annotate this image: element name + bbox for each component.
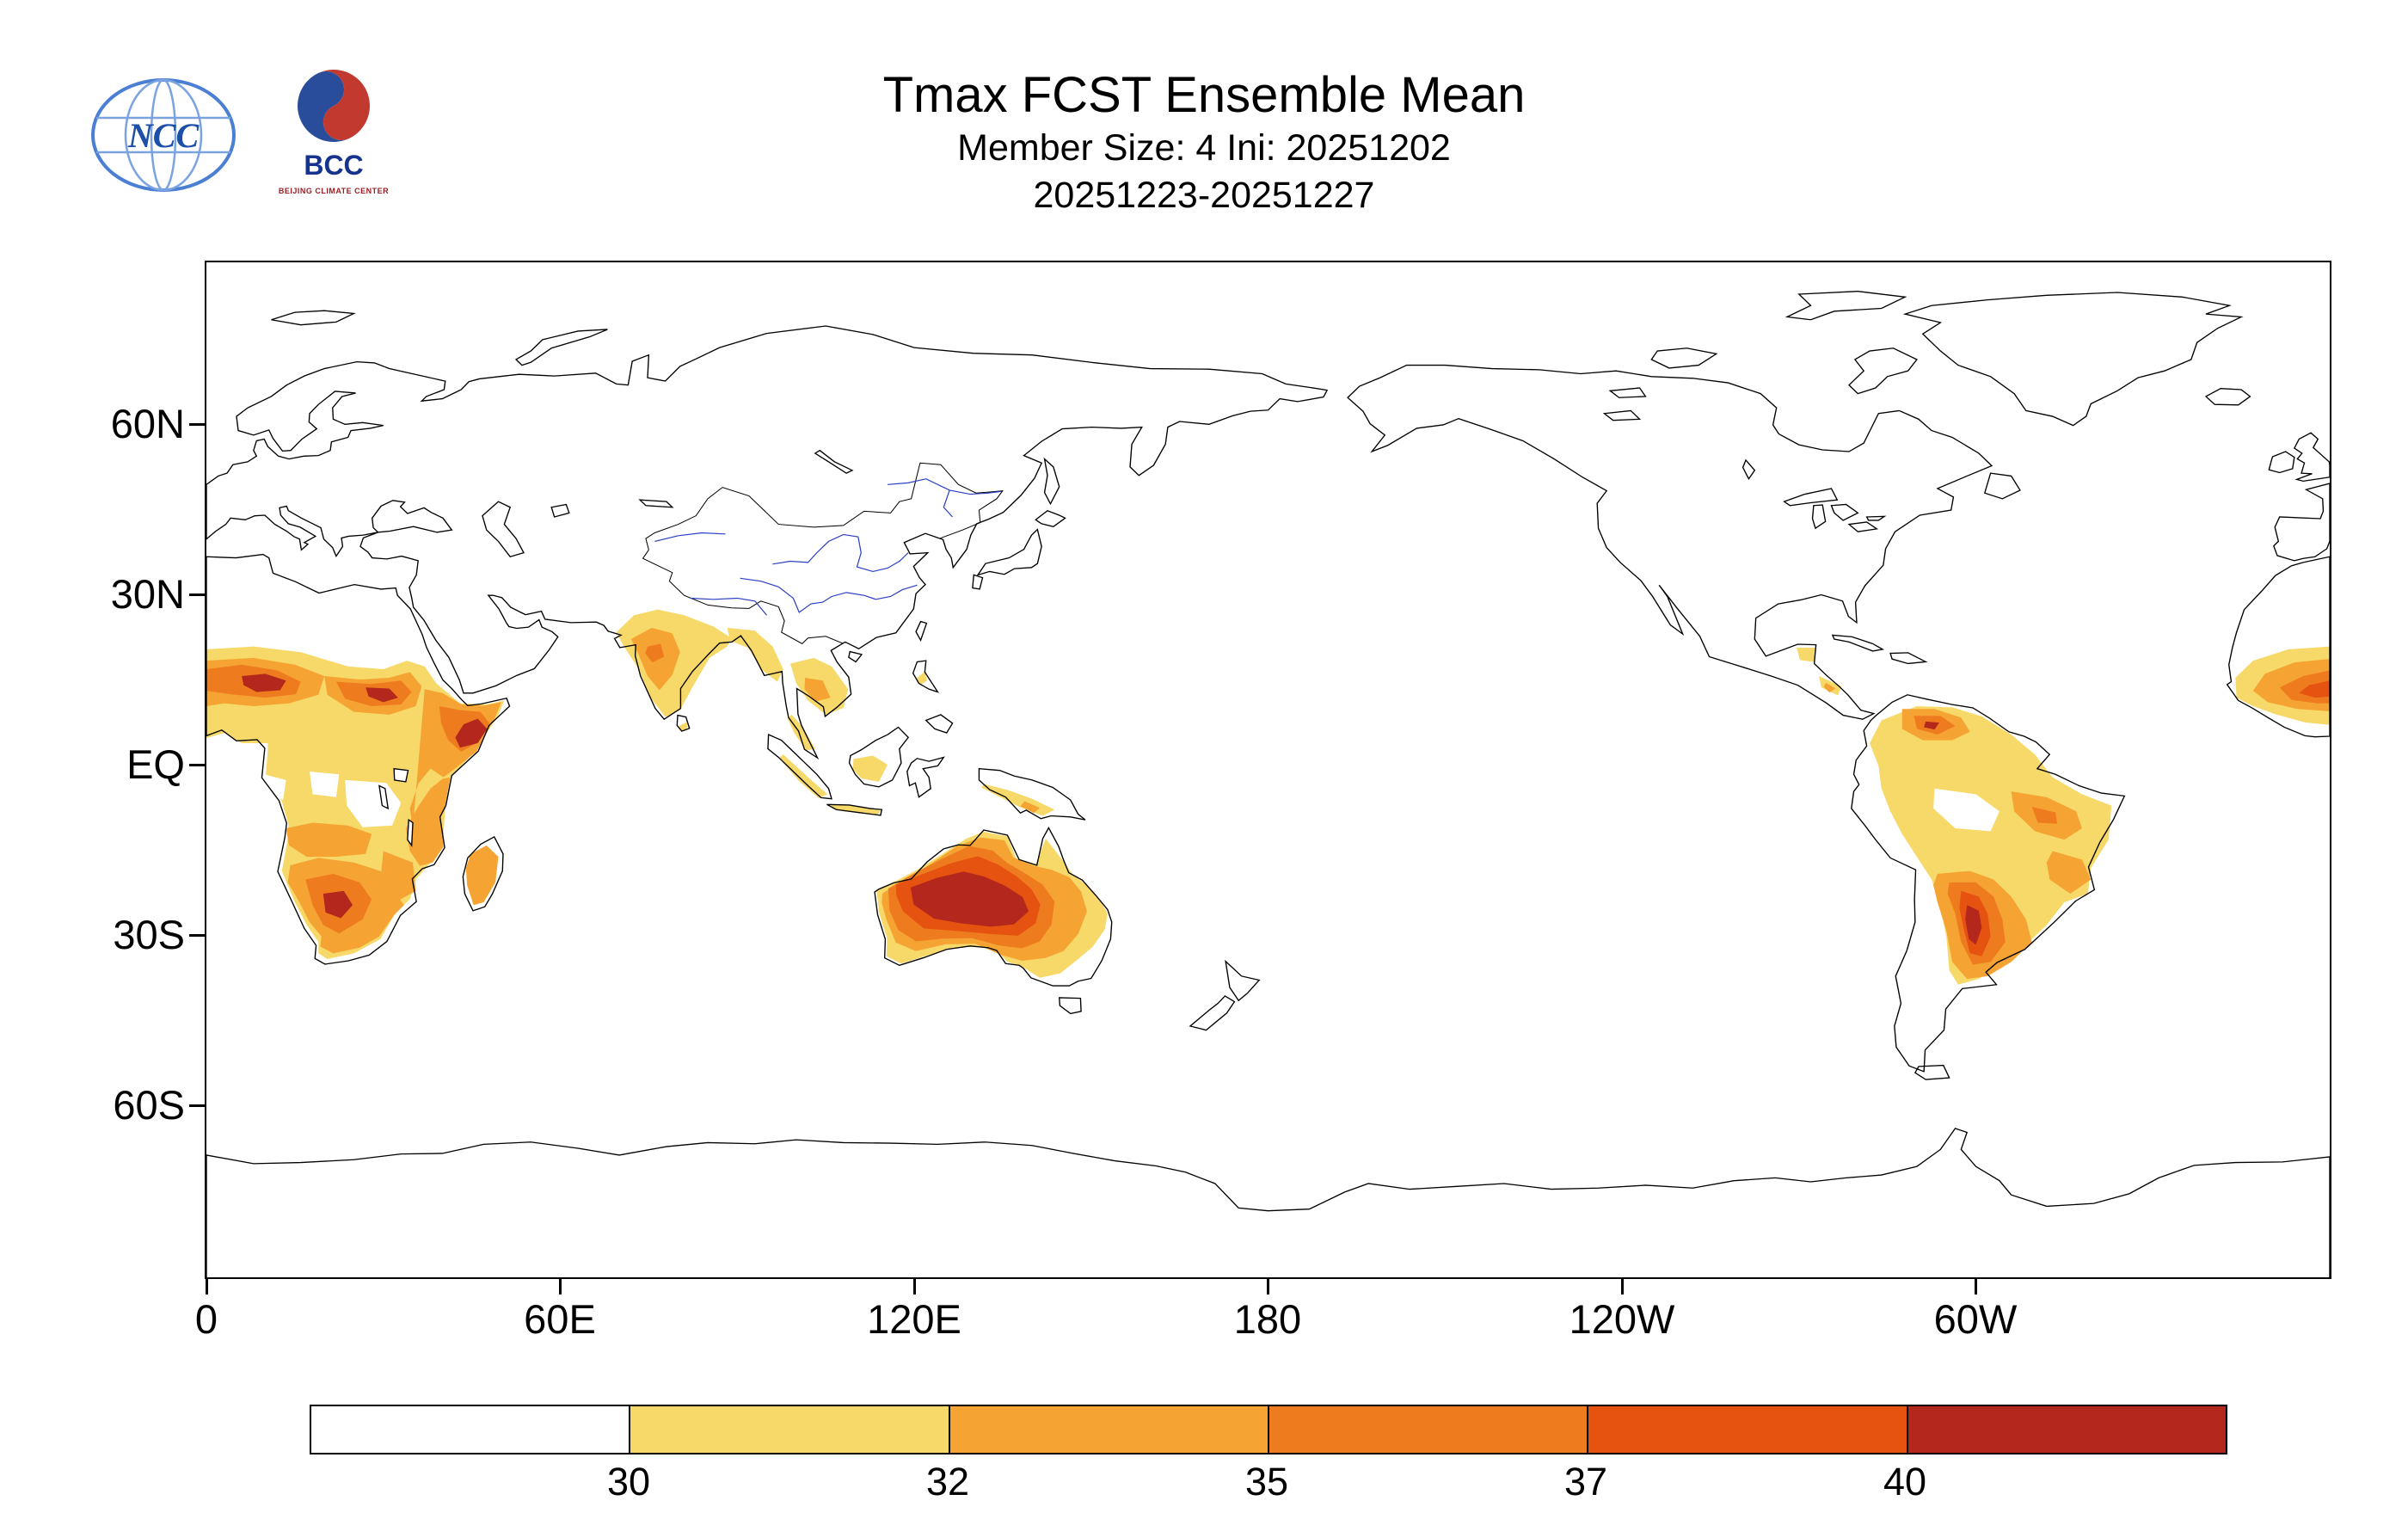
china-border — [642, 462, 1004, 644]
chart-subtitle: Member Size: 4 Ini: 20251202 — [957, 127, 1451, 169]
lon-tick — [1621, 1279, 1624, 1295]
colorbar-level-40: 40 — [1883, 1460, 1927, 1504]
lon-tick — [559, 1279, 562, 1295]
chart-date-range: 20251223-20251227 — [1033, 175, 1375, 216]
china-rivers — [654, 478, 1002, 616]
ncc-logo-icon: NCC — [91, 78, 236, 192]
lon-label-60w: 60W — [1933, 1296, 2018, 1342]
colorbar-cell — [1906, 1406, 2226, 1453]
lon-label-120e: 120E — [867, 1296, 961, 1342]
bcc-logo-icon: BCC BEIJING CLIMATE CENTER — [279, 70, 389, 195]
world-map-svg — [206, 262, 2330, 1277]
colorbar — [310, 1405, 2227, 1454]
lat-label-60s: 60S — [113, 1082, 185, 1128]
colorbar-level-37: 37 — [1563, 1460, 1608, 1504]
lon-label-180: 180 — [1233, 1296, 1302, 1342]
lat-tick — [189, 934, 205, 937]
lon-label-120w: 120W — [1569, 1296, 1675, 1342]
lon-label-0: 0 — [194, 1296, 218, 1342]
title-block: Tmax FCST Ensemble Mean Member Size: 4 I… — [0, 67, 2408, 218]
lat-tick — [189, 764, 205, 766]
colorbar-level-35: 35 — [1244, 1460, 1289, 1504]
lat-label-30s: 30S — [113, 912, 185, 957]
bcc-logo-caption: BEIJING CLIMATE CENTER — [279, 187, 389, 195]
lon-tick — [1975, 1279, 1977, 1295]
colorbar-level-30: 30 — [606, 1460, 651, 1504]
lat-tick — [189, 593, 205, 596]
bcc-logo-text: BCC — [304, 150, 363, 181]
lon-tick — [913, 1279, 916, 1295]
lon-tick — [206, 1279, 208, 1295]
colorbar-level-32: 32 — [925, 1460, 970, 1504]
colorbar-cell — [311, 1406, 630, 1453]
ncc-logo-text: NCC — [127, 116, 200, 155]
world-map — [205, 261, 2331, 1279]
colorbar-cell — [1267, 1406, 1588, 1453]
temperature-shading — [206, 609, 2330, 985]
lon-label-60e: 60E — [524, 1296, 596, 1342]
lat-tick — [189, 1104, 205, 1107]
lat-label-30n: 30N — [110, 571, 185, 617]
lat-label-60n: 60N — [110, 401, 185, 446]
chart-title: Tmax FCST Ensemble Mean — [882, 67, 1526, 123]
lakes — [378, 387, 1887, 847]
colorbar-cell — [629, 1406, 949, 1453]
colorbar-cell — [1587, 1406, 1907, 1453]
lat-label-eq: EQ — [126, 741, 185, 787]
lon-tick — [1267, 1279, 1269, 1295]
lat-tick — [189, 423, 205, 426]
colorbar-cell — [948, 1406, 1268, 1453]
